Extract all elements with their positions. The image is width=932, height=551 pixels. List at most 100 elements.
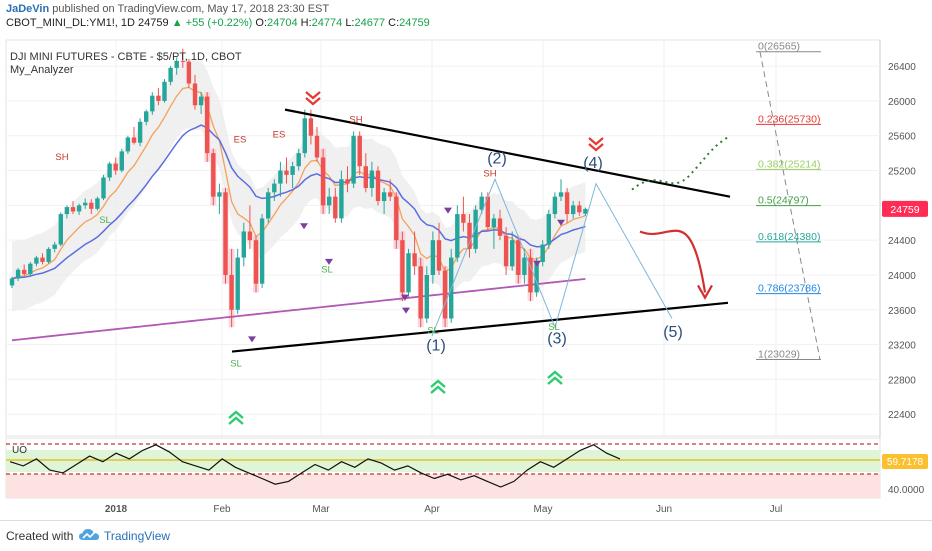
candle-body xyxy=(156,95,161,101)
candle-body xyxy=(211,153,216,197)
x-tick-label: Jun xyxy=(656,504,672,515)
symbol-name[interactable]: CBOT_MINI_DL:YM1!, 1D xyxy=(6,17,135,29)
candle-body xyxy=(253,240,259,284)
candle-body xyxy=(381,192,387,202)
candle-body xyxy=(229,274,234,310)
candle-body xyxy=(296,153,301,167)
bearish-arrowhead xyxy=(697,284,713,300)
brand-name[interactable]: TradingView xyxy=(104,529,171,543)
sell-signal-icon xyxy=(305,91,321,100)
candle-body xyxy=(95,198,100,209)
candle-body xyxy=(15,269,21,279)
price-chart[interactable]: 2240022800232002360024000244002480025200… xyxy=(0,0,932,520)
close-value: 24759 xyxy=(399,17,430,29)
wave-label: (5) xyxy=(663,324,683,341)
y-tick-label: 22800 xyxy=(888,375,916,386)
candle-body xyxy=(131,137,137,143)
candle-body xyxy=(278,170,283,184)
candle-body xyxy=(314,135,320,158)
ema-mid-line xyxy=(11,124,586,280)
open-label: O: xyxy=(255,17,267,29)
ema-fast-line xyxy=(11,86,586,280)
x-tick-label: Feb xyxy=(213,504,231,515)
fib-label: 0.382(25214) xyxy=(758,158,820,170)
pivot-label: SH xyxy=(55,152,68,163)
candle-body xyxy=(522,257,527,275)
fib-label: 0.786(23786) xyxy=(758,283,820,295)
candle-body xyxy=(162,81,167,101)
candle-body xyxy=(461,214,466,223)
sell-signal-icon xyxy=(588,137,604,146)
candle-body xyxy=(46,248,51,262)
candle-body xyxy=(497,218,503,236)
candle-body xyxy=(235,257,240,310)
pivot-label: SL xyxy=(99,215,111,226)
candle-body xyxy=(22,269,27,275)
candle-body xyxy=(9,278,15,286)
oscillator-line xyxy=(9,444,621,488)
candle-body xyxy=(64,207,70,215)
candle-body xyxy=(394,196,399,241)
y-tick-label: 23200 xyxy=(888,341,916,352)
candle-body xyxy=(412,253,417,267)
price-change: ▲ +55 (+0.22%) xyxy=(171,17,253,29)
pivot-label: SL xyxy=(321,264,333,275)
candle-body xyxy=(28,263,33,275)
osc-lower-zone xyxy=(6,474,880,498)
candle-body xyxy=(424,274,429,319)
pivot-label: SH xyxy=(349,115,362,126)
x-tick-label: May xyxy=(534,504,553,515)
publish-text: published on TradingView.com, May 17, 20… xyxy=(52,3,330,15)
candle-body xyxy=(369,170,375,188)
candle-body xyxy=(83,202,88,206)
fib-label: 0.618(24380) xyxy=(758,231,820,243)
candle-body xyxy=(528,257,533,293)
tradingview-cloud-icon[interactable] xyxy=(78,527,100,543)
candle-body xyxy=(388,192,393,197)
candle-body xyxy=(510,240,515,267)
candle-body xyxy=(473,209,478,249)
candle-body xyxy=(546,214,551,245)
candle-body xyxy=(125,137,131,152)
close-label: C: xyxy=(388,17,400,29)
chart-title: DJI MINI FUTURES - CBTE - $5/PT, 1D, CBO… xyxy=(10,51,242,63)
candle-body xyxy=(345,179,350,184)
pivot-label: SH xyxy=(483,169,496,180)
candle-body xyxy=(101,177,106,199)
candle-body xyxy=(89,202,94,209)
candle-body xyxy=(571,205,576,215)
candle-body xyxy=(107,163,112,178)
candle-body xyxy=(516,240,521,275)
candle-body xyxy=(113,163,118,171)
candle-body xyxy=(320,157,326,206)
candle-body xyxy=(174,60,179,68)
candle-body xyxy=(339,179,344,219)
candle-body xyxy=(168,67,173,82)
candle-body xyxy=(357,135,362,167)
y-tick-label: 26400 xyxy=(888,62,916,73)
author-name[interactable]: JaDeVin xyxy=(6,3,50,15)
x-tick-label: Mar xyxy=(312,504,330,515)
pivot-label: ES xyxy=(273,129,286,140)
candle-body xyxy=(180,60,185,62)
open-value: 24704 xyxy=(267,17,298,29)
candle-body xyxy=(363,166,368,188)
candle-body xyxy=(266,192,271,219)
candle-body xyxy=(150,95,155,112)
candle-body xyxy=(198,96,204,106)
volatility-cloud xyxy=(12,58,586,312)
buy-signal-icon xyxy=(547,370,563,379)
high-value: 24774 xyxy=(311,17,343,29)
wave-path xyxy=(431,177,673,337)
candle-body xyxy=(284,170,289,175)
osc-upper-zone xyxy=(6,450,880,472)
sell-signal-icon xyxy=(588,143,604,152)
candle-body xyxy=(192,83,198,106)
candle-body xyxy=(34,257,39,264)
buy-signal-icon xyxy=(430,385,446,394)
candle-body xyxy=(40,257,45,262)
candle-body xyxy=(351,135,356,184)
osc-tick-label: 40.0000 xyxy=(888,485,925,496)
pivot-label: ES xyxy=(234,135,247,146)
candle-body xyxy=(558,192,564,197)
